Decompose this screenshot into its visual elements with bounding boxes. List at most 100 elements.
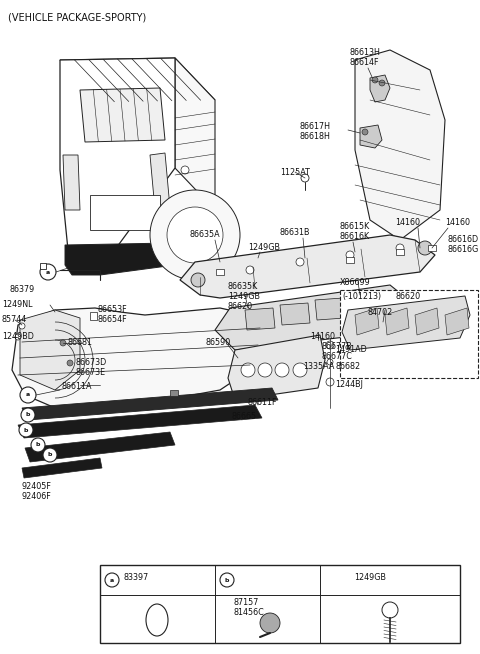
Polygon shape	[342, 296, 470, 350]
Text: 1249GB: 1249GB	[248, 243, 280, 252]
Polygon shape	[355, 50, 445, 240]
Polygon shape	[12, 308, 280, 410]
Text: 1249BD: 1249BD	[2, 332, 34, 341]
Text: 86635A: 86635A	[190, 230, 221, 239]
Text: 86620: 86620	[228, 302, 253, 311]
Circle shape	[19, 323, 25, 329]
Polygon shape	[350, 294, 380, 316]
Polygon shape	[445, 308, 469, 335]
Bar	[90, 312, 97, 320]
Text: 84702: 84702	[368, 308, 393, 317]
Circle shape	[275, 363, 289, 377]
Circle shape	[260, 613, 280, 633]
Bar	[40, 263, 46, 269]
Circle shape	[43, 448, 57, 462]
Bar	[396, 249, 404, 255]
Polygon shape	[150, 153, 170, 210]
Bar	[100, 565, 460, 643]
Text: 1249NL: 1249NL	[2, 300, 33, 309]
Text: b: b	[26, 413, 30, 417]
Polygon shape	[175, 58, 215, 210]
Text: 86616G: 86616G	[448, 245, 479, 254]
Polygon shape	[370, 75, 390, 102]
Text: 1244BJ: 1244BJ	[335, 380, 363, 389]
Text: 86677B: 86677B	[322, 342, 353, 351]
Polygon shape	[360, 125, 382, 148]
Text: 85744: 85744	[2, 315, 27, 324]
Text: 86614F: 86614F	[350, 58, 380, 67]
Circle shape	[241, 363, 255, 377]
Text: 86379: 86379	[10, 285, 35, 294]
Circle shape	[293, 363, 307, 377]
Text: b: b	[36, 443, 40, 447]
Text: 86682: 86682	[335, 362, 360, 371]
Circle shape	[220, 573, 234, 587]
Circle shape	[150, 190, 240, 280]
Bar	[216, 269, 224, 275]
Text: 14160: 14160	[395, 218, 420, 227]
Text: 86590: 86590	[205, 338, 230, 347]
Text: 87157: 87157	[233, 598, 258, 607]
Circle shape	[418, 241, 432, 255]
Polygon shape	[20, 310, 80, 390]
Text: 86617H: 86617H	[300, 122, 331, 131]
Text: 86616K: 86616K	[340, 232, 370, 241]
Polygon shape	[228, 335, 325, 400]
Text: (VEHICLE PACKAGE-SPORTY): (VEHICLE PACKAGE-SPORTY)	[8, 12, 146, 22]
Polygon shape	[25, 432, 175, 462]
Text: 86653F: 86653F	[98, 305, 128, 314]
Text: b: b	[225, 577, 229, 583]
Circle shape	[67, 360, 73, 366]
Text: 81456C: 81456C	[233, 608, 264, 617]
Text: 92405F: 92405F	[22, 482, 52, 491]
Polygon shape	[245, 308, 275, 330]
Circle shape	[167, 207, 223, 263]
Text: 86611F: 86611F	[248, 398, 277, 407]
Text: 1249GB: 1249GB	[354, 573, 386, 582]
Polygon shape	[60, 58, 175, 270]
Circle shape	[379, 80, 385, 86]
Circle shape	[20, 387, 36, 403]
Circle shape	[372, 77, 378, 83]
Circle shape	[362, 129, 368, 135]
Circle shape	[346, 251, 354, 259]
Text: 86620: 86620	[395, 292, 420, 301]
Text: X86699: X86699	[340, 278, 371, 287]
Text: 86616D: 86616D	[448, 235, 479, 244]
Circle shape	[19, 423, 33, 437]
Text: 1125AT: 1125AT	[280, 168, 310, 177]
Text: 86635K: 86635K	[228, 282, 258, 291]
Circle shape	[60, 340, 66, 346]
Text: 92406F: 92406F	[22, 492, 52, 501]
Text: (-101213): (-101213)	[342, 292, 381, 301]
Bar	[340, 290, 478, 378]
Text: 86611A: 86611A	[62, 382, 93, 391]
Text: 14160: 14160	[310, 332, 335, 341]
Polygon shape	[60, 58, 215, 102]
Circle shape	[15, 334, 21, 340]
Circle shape	[191, 273, 205, 287]
Polygon shape	[215, 285, 415, 350]
Polygon shape	[18, 405, 262, 438]
Polygon shape	[80, 88, 165, 142]
Text: 1335AA: 1335AA	[303, 362, 335, 371]
Polygon shape	[415, 308, 439, 335]
Text: 86654F: 86654F	[98, 315, 128, 324]
Text: b: b	[48, 453, 52, 458]
Text: a: a	[110, 577, 114, 583]
Polygon shape	[65, 243, 175, 275]
Text: 86631B: 86631B	[280, 228, 311, 237]
Circle shape	[258, 363, 272, 377]
Text: 86681: 86681	[68, 338, 93, 347]
Text: b: b	[24, 428, 28, 432]
Polygon shape	[355, 308, 379, 335]
Polygon shape	[22, 388, 278, 420]
Polygon shape	[63, 155, 80, 210]
Bar	[90, 195, 160, 230]
Bar	[428, 245, 436, 251]
Polygon shape	[180, 235, 435, 298]
Circle shape	[327, 359, 333, 365]
Ellipse shape	[146, 604, 168, 636]
Circle shape	[105, 573, 119, 587]
Text: 83397: 83397	[124, 573, 149, 582]
